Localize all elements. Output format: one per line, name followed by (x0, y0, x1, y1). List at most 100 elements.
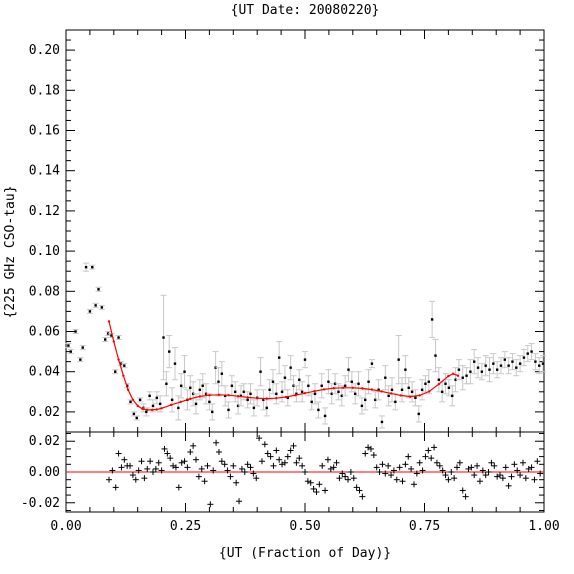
residual-point (454, 464, 461, 471)
data-point (86, 308, 93, 314)
point-marker (249, 392, 252, 396)
point-marker (162, 336, 165, 339)
fit-sample-point (117, 358, 120, 361)
fit-sample-point (126, 388, 130, 391)
point-marker (289, 366, 292, 369)
point-marker (217, 380, 220, 383)
residual-point (213, 439, 220, 446)
residual-point (365, 444, 372, 451)
data-point (429, 300, 436, 339)
residual-point (370, 452, 377, 459)
fit-sample-point (418, 394, 421, 397)
data-point (362, 389, 369, 411)
data-point (463, 367, 470, 385)
residual-point (514, 467, 521, 474)
point-marker (183, 370, 186, 373)
data-point (402, 355, 409, 385)
residual-point (253, 475, 260, 482)
data-point (475, 357, 482, 379)
point-marker (283, 376, 287, 379)
point-marker (437, 378, 441, 381)
data-point (528, 343, 535, 361)
point-marker (67, 344, 70, 347)
residual-point (207, 501, 214, 508)
point-marker (119, 362, 123, 365)
y-tick-label: 0.12 (29, 204, 60, 219)
data-point (296, 369, 303, 391)
data-point (153, 391, 160, 405)
residual-point (482, 472, 489, 479)
residual-point (112, 484, 119, 491)
data-point (247, 383, 254, 405)
residual-point (267, 453, 274, 460)
point-marker (298, 378, 301, 381)
y-tick-label: 0.06 (29, 325, 60, 340)
residual-point (115, 450, 122, 457)
residual-point (413, 470, 420, 477)
residual-point (399, 478, 406, 485)
point-marker (434, 354, 437, 357)
point-marker (148, 394, 151, 398)
fit-sample-point (150, 408, 154, 412)
data-point (478, 363, 485, 381)
point-marker (295, 392, 298, 396)
residual-point (531, 476, 538, 483)
residual-point (190, 442, 197, 449)
residual-point (330, 464, 337, 471)
residual-point (327, 465, 334, 472)
point-marker (337, 390, 340, 393)
data-point (169, 387, 176, 413)
point-marker (239, 394, 243, 398)
point-marker (417, 412, 420, 416)
data-point (276, 341, 283, 375)
fit-sample-point (351, 386, 354, 389)
residual-point (221, 461, 228, 468)
residual-point (528, 464, 535, 471)
data-point (494, 361, 501, 379)
residual-point (273, 447, 280, 454)
point-marker (534, 360, 537, 363)
residual-point (382, 470, 389, 477)
point-marker (208, 400, 211, 404)
residual-point (218, 458, 225, 465)
residual-point (445, 476, 452, 483)
fit-sample-point (107, 320, 111, 323)
residual-point (448, 469, 455, 475)
fit-sample-point (265, 397, 268, 400)
residual-point (356, 487, 363, 494)
data-point (509, 353, 516, 371)
data-point (209, 403, 216, 421)
point-marker (469, 370, 472, 373)
residual-point (135, 467, 142, 474)
data-point (77, 357, 84, 363)
y-tick-label: 0.20 (29, 43, 60, 58)
point-marker (461, 376, 464, 379)
data-point (338, 385, 345, 407)
point-marker (370, 362, 374, 365)
data-point (187, 375, 194, 401)
residual-point (198, 465, 205, 472)
point-marker (220, 372, 224, 375)
residual-point (350, 475, 357, 482)
data-point (445, 379, 452, 397)
data-point (375, 379, 382, 401)
residual-point (462, 493, 469, 500)
point-marker (265, 406, 268, 410)
data-point (399, 377, 406, 403)
residual-point (187, 449, 194, 455)
main-panel: 0.02 0.04 0.06 0.08 0.10 0.12 0.14 0.16 0.18 0.20 (29, 29, 547, 433)
data-point (322, 407, 329, 425)
point-marker (320, 384, 323, 387)
residual-point (491, 462, 498, 469)
data-point (222, 385, 229, 407)
data-point (459, 365, 466, 391)
fit-sample-point (131, 398, 135, 402)
point-marker (400, 388, 404, 391)
residual-point (181, 458, 188, 465)
data-point (308, 393, 315, 411)
residual-point (422, 453, 429, 460)
x-tick-label: 0.25 (170, 519, 201, 534)
residual-point (293, 459, 300, 466)
data-point (372, 391, 379, 409)
point-marker (333, 382, 337, 385)
